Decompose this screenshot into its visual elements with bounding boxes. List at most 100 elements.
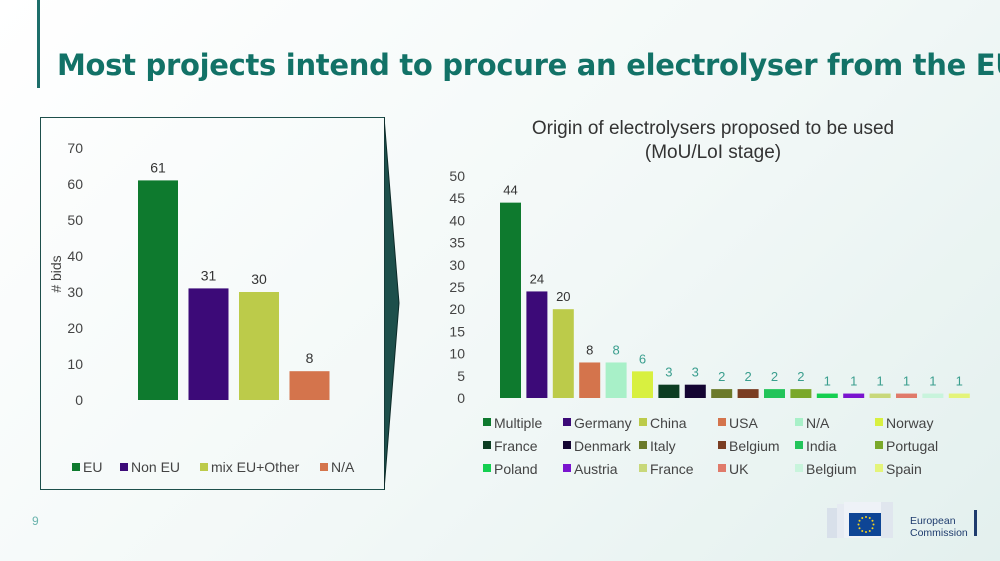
legend-swatch [639, 418, 647, 426]
bar [843, 393, 865, 398]
bar [948, 393, 970, 398]
y-tick-label: 15 [449, 323, 465, 339]
chart-title-line: (MoU/LoI stage) [645, 142, 781, 163]
data-label: 1 [824, 374, 831, 389]
legend-swatch [718, 418, 726, 426]
legend-swatch [875, 464, 883, 472]
y-tick-label: 20 [67, 320, 83, 336]
data-label: 1 [929, 374, 936, 389]
y-tick-label: 40 [449, 212, 465, 228]
bar [737, 389, 759, 398]
legend-swatch [483, 464, 491, 472]
legend-swatch [795, 441, 803, 449]
bar [188, 288, 229, 400]
y-tick-label: 5 [457, 368, 465, 384]
logo-text-line1: European [910, 515, 956, 527]
legend-swatch [639, 441, 647, 449]
legend-label: Belgium [806, 461, 857, 477]
legend-swatch [563, 441, 571, 449]
legend-swatch [639, 464, 647, 472]
legend-swatch [795, 418, 803, 426]
legend-label: UK [729, 461, 749, 477]
legend-swatch [120, 463, 128, 471]
legend-swatch [875, 441, 883, 449]
logo-text: European Commission [910, 515, 968, 539]
legend-label: Austria [574, 461, 618, 477]
legend-label: Germany [574, 415, 632, 431]
legend-swatch [200, 463, 208, 471]
y-tick-label: 50 [449, 168, 465, 184]
legend-label: Portugal [886, 438, 938, 454]
data-label: 20 [556, 289, 570, 304]
data-label: 44 [503, 183, 517, 198]
data-label: 2 [744, 369, 751, 384]
y-tick-label: 30 [67, 284, 83, 300]
data-label: 1 [903, 374, 910, 389]
legend-label: Italy [650, 438, 676, 454]
data-label: 2 [797, 369, 804, 384]
y-tick-label: 30 [449, 257, 465, 273]
legend-label: India [806, 438, 837, 454]
legend-swatch [483, 441, 491, 449]
data-label: 1 [850, 374, 857, 389]
y-tick-label: 25 [449, 279, 465, 295]
y-axis-label: # bids [48, 255, 64, 292]
title-accent-bar [37, 0, 40, 88]
bar [632, 371, 653, 398]
legend-label: France [650, 461, 694, 477]
legend-swatch [320, 463, 328, 471]
data-label: 61 [150, 159, 166, 175]
legend-label: Norway [886, 415, 933, 431]
bar [684, 384, 706, 398]
legend-swatch [563, 464, 571, 472]
star-icon [865, 516, 867, 518]
bar [816, 393, 838, 398]
legend-swatch [875, 418, 883, 426]
star-icon [868, 529, 871, 532]
legend-label: Denmark [574, 438, 632, 454]
y-tick-label: 10 [449, 346, 465, 362]
bar [896, 393, 917, 398]
legend-label: Non EU [131, 459, 180, 475]
legend-label: Poland [494, 461, 538, 477]
y-tick-label: 10 [67, 356, 83, 372]
star-icon [861, 517, 864, 520]
bar [922, 393, 944, 398]
chevron-arrow-icon [384, 117, 400, 490]
data-label: 30 [251, 271, 267, 287]
y-tick-label: 0 [75, 392, 83, 408]
legend-label: Belgium [729, 438, 780, 454]
data-label: 2 [718, 369, 725, 384]
bar [289, 371, 330, 400]
european-commission-logo [827, 502, 977, 538]
bar [605, 362, 627, 398]
data-label: 8 [586, 342, 593, 357]
data-label: 8 [306, 350, 314, 366]
star-icon [871, 527, 874, 530]
star-icon [858, 527, 861, 530]
star-icon [858, 519, 861, 522]
bar [711, 389, 733, 398]
legend-label: mix EU+Other [211, 459, 300, 475]
chart-title-line: Origin of electrolysers proposed to be u… [532, 118, 894, 139]
bar [500, 202, 521, 398]
bar [869, 393, 891, 398]
y-tick-label: 0 [457, 390, 465, 406]
page-number: 9 [32, 514, 39, 528]
bar [764, 389, 785, 398]
slide-title: Most projects intend to procure an elect… [57, 48, 1000, 82]
bar [579, 362, 601, 398]
legend-swatch [795, 464, 803, 472]
data-label: 2 [771, 369, 778, 384]
legend-label: N/A [331, 459, 355, 475]
legend-label: Spain [886, 461, 922, 477]
legend-label: Multiple [494, 415, 542, 431]
legend-swatch [483, 418, 491, 426]
bar [658, 384, 680, 398]
data-label: 31 [201, 267, 217, 283]
star-icon [868, 517, 871, 520]
legend-label: EU [83, 459, 102, 475]
y-tick-label: 20 [449, 301, 465, 317]
star-icon [871, 519, 874, 522]
bids-bar-chart: 0 10 20 30 40 50 60 70 # bids 61 31 30 8 EU Non EU mix … [48, 140, 355, 475]
